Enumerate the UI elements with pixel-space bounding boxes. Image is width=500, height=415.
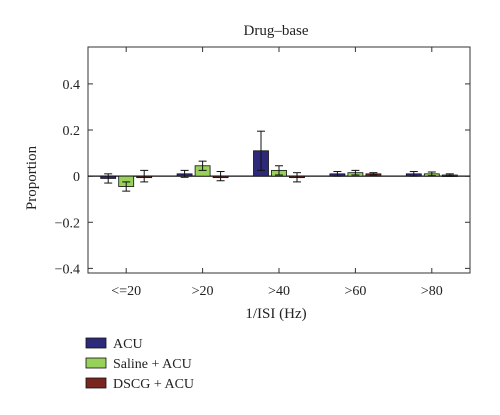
plot-frame (87, 46, 471, 274)
y-tick-label: 0.2 (63, 124, 81, 139)
legend-swatch (85, 337, 107, 349)
y-tick-label: 0 (73, 170, 80, 185)
x-tick-label: >60 (344, 284, 366, 299)
y-tick-label: −0.2 (55, 216, 80, 231)
x-axis-label: 1/ISI (Hz) (245, 306, 306, 322)
legend: ACU Saline + ACU DSCG + ACU (85, 337, 194, 392)
legend-swatch (85, 357, 107, 369)
legend-swatch (85, 377, 107, 389)
x-tick-label: >40 (268, 284, 290, 299)
x-tick-label: >80 (421, 284, 443, 299)
y-tick-label: −0.4 (55, 262, 80, 277)
y-tick-label: 0.4 (63, 78, 81, 93)
legend-label: DSCG + ACU (113, 377, 194, 392)
x-tick-label: <=20 (111, 284, 141, 299)
legend-label: ACU (113, 337, 143, 352)
chart-title: Drug–base (244, 23, 309, 39)
legend-label: Saline + ACU (113, 357, 192, 372)
plot-area: −0.4 −0.2 0 0.2 0.4 <=20 >20 >40 >60 >80 (55, 46, 471, 299)
y-axis-label: Proportion (24, 145, 40, 210)
x-tick-label: >20 (192, 284, 214, 299)
